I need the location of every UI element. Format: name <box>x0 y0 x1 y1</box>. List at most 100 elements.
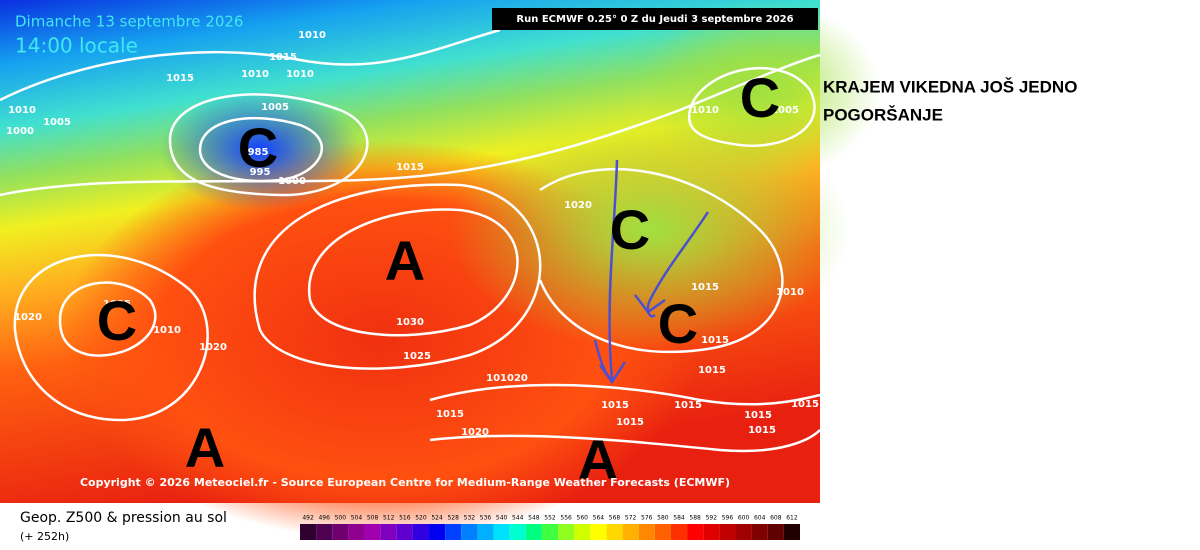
valid-time: 14:00 locale <box>15 34 138 58</box>
pressure-label: 1015 <box>166 73 194 84</box>
annotation-line: KRAJEM VIKEDNA JOŠ JEDNO <box>823 77 1077 96</box>
scale-label: 524 <box>431 515 443 522</box>
pressure-label: 1010 <box>241 69 269 80</box>
scale-swatch <box>590 524 607 540</box>
scale-label: 580 <box>657 515 669 522</box>
system-letter: A <box>385 229 425 292</box>
pressure-label: 1010 <box>776 287 804 298</box>
run-box <box>492 8 818 30</box>
scale-swatch <box>461 524 478 540</box>
scale-label: 528 <box>447 515 459 522</box>
scale-label: 508 <box>367 515 379 522</box>
system-letter: A <box>185 416 225 479</box>
scale-swatch <box>687 524 704 540</box>
pressure-label: 1015 <box>698 365 726 376</box>
scale-label: 604 <box>754 515 766 522</box>
pressure-label: 101020 <box>486 373 528 384</box>
scale-swatch <box>670 524 688 540</box>
system-letter: C <box>238 116 278 179</box>
scale-label: 560 <box>577 515 589 522</box>
pressure-label: 1015 <box>601 400 629 411</box>
scale-swatch <box>574 524 591 540</box>
pressure-label: 1005 <box>103 299 131 310</box>
scale-label: 568 <box>609 515 621 522</box>
footer-title: Geop. Z500 & pression au sol <box>20 510 227 526</box>
pressure-label: 1015 <box>674 400 702 411</box>
scale-label: 596 <box>722 515 734 522</box>
scale-swatch <box>316 524 333 540</box>
scale-swatch <box>541 524 559 540</box>
pressure-label: 1015 <box>396 162 424 173</box>
scale-label: 576 <box>641 515 653 522</box>
pressure-label: 1025 <box>403 351 431 362</box>
scale-swatch <box>396 524 413 540</box>
system-letter: C <box>740 66 780 129</box>
pressure-label: 1015 <box>701 335 729 346</box>
scale-swatch <box>429 524 446 540</box>
scale-label: 532 <box>464 515 476 522</box>
scale-swatch <box>412 524 430 540</box>
scale-label: 540 <box>496 515 508 522</box>
scale-swatch <box>364 524 381 540</box>
annotation-line: POGORŠANJE <box>823 105 943 124</box>
scale-label: 544 <box>512 515 524 522</box>
system-letter: C <box>610 198 650 261</box>
scale-label: 592 <box>706 515 718 522</box>
scale-swatch <box>622 524 639 540</box>
pressure-label: 1000 <box>6 126 34 137</box>
pressure-label: 1020 <box>199 342 227 353</box>
scale-swatch <box>332 524 349 540</box>
scale-swatch <box>477 524 494 540</box>
system-letter: C <box>97 289 137 352</box>
scale-label: 612 <box>786 515 798 522</box>
pressure-label: 1005 <box>771 105 799 116</box>
scale-label: 584 <box>673 515 685 522</box>
system-letter: C <box>658 292 698 355</box>
scale-label: 504 <box>351 515 363 522</box>
scale-label: 548 <box>528 515 540 522</box>
scale-label: 520 <box>415 515 427 522</box>
pressure-label: 1020 <box>14 312 42 323</box>
pressure-label: 1015 <box>691 282 719 293</box>
pressure-label: 1015 <box>791 399 819 410</box>
scale-swatch <box>348 524 365 540</box>
scale-swatch <box>380 524 397 540</box>
scale-label: 608 <box>770 515 782 522</box>
scale-label: 500 <box>335 515 347 522</box>
scale-label: 600 <box>738 515 750 522</box>
pressure-label: 1010 <box>298 30 326 41</box>
scale-label: 496 <box>318 515 330 522</box>
pressure-label: 1005 <box>43 117 71 128</box>
scale-swatch <box>735 524 752 540</box>
pressure-label: 1015 <box>748 425 776 436</box>
pressure-label: 1010 <box>153 325 181 336</box>
pressure-label: 1010 <box>286 69 314 80</box>
scale-swatch <box>654 524 671 540</box>
pressure-label: 1010 <box>691 105 719 116</box>
scale-label: 556 <box>560 515 572 522</box>
color-scale: 492 496 500 504 508 512 516 520 524 528 532 536 540 5… <box>300 515 800 540</box>
scale-swatch <box>509 524 526 540</box>
pressure-label: 1010 <box>8 105 36 116</box>
scale-swatch <box>751 524 768 540</box>
isobars <box>0 28 821 453</box>
scale-swatch <box>493 524 510 540</box>
pressure-label: 995 <box>250 167 271 178</box>
pressure-label: 1015 <box>616 417 644 428</box>
pressure-label: 1005 <box>261 102 289 113</box>
pressure-label: 1015 <box>436 409 464 420</box>
scale-swatch <box>719 524 736 540</box>
scale-label: 588 <box>689 515 701 522</box>
hand-drawn-arrows <box>593 159 710 385</box>
scale-label: 492 <box>302 515 314 522</box>
pressure-label: 1015 <box>744 410 772 421</box>
pressure-label: 1015 <box>269 52 297 63</box>
scale-label: 552 <box>544 515 556 522</box>
pressure-label: 1020 <box>461 427 489 438</box>
scale-swatch <box>300 524 317 540</box>
scale-label: 564 <box>593 515 605 522</box>
copyright: Copyright © 2026 Meteociel.fr - Source E… <box>80 476 730 489</box>
